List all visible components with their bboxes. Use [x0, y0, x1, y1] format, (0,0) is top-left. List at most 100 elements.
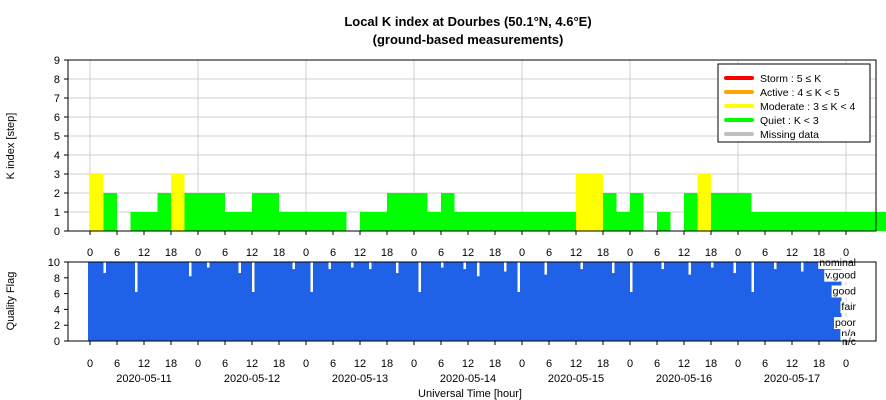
k-index-bar — [805, 212, 819, 231]
quality-flag-dip — [504, 262, 507, 272]
chart-title: Local K index at Dourbes (50.1°N, 4.6°E) — [344, 14, 591, 29]
legend: Storm : 5 ≤ K Active : 4 ≤ K < 5 Moderate … — [717, 63, 871, 143]
k-index-x-tick-label: 6 — [546, 247, 552, 259]
k-index-x-tick-label: 0 — [303, 247, 309, 259]
k-index-bar — [549, 212, 563, 231]
k-index-bar — [441, 193, 455, 231]
k-index-x-tick-label: 18 — [597, 247, 609, 259]
quality-flag-x-tick-label: 6 — [762, 358, 768, 370]
date-label: 2020-05-11 — [116, 373, 171, 385]
k-index-frame — [67, 59, 877, 232]
k-index-x-tick-label: 18 — [273, 247, 285, 259]
quality-flag-dip — [207, 262, 210, 268]
k-index-bar — [657, 212, 671, 231]
k-index-bar — [738, 193, 752, 231]
k-index-bar — [427, 212, 441, 231]
quality-flag-level-label-bg — [833, 317, 858, 330]
legend-label: Active : 4 ≤ K < 5 — [760, 87, 840, 99]
date-label: 2020-05-13 — [332, 373, 388, 385]
quality-flag-dip — [774, 262, 777, 270]
quality-flag-x-tick-label: 12 — [462, 358, 474, 370]
k-index-x-tick-label: 0 — [195, 247, 201, 259]
quality-flag-x-tick-label: 6 — [222, 358, 228, 370]
legend-label: Moderate : 3 ≤ K < 4 — [760, 101, 856, 113]
k-index-bar — [319, 212, 333, 231]
quality-flag-y-tick-label: 10 — [48, 257, 60, 269]
quality-flag-x-tick-label: 0 — [735, 358, 741, 370]
quality-flag-dip — [351, 262, 354, 268]
k-index-bar — [184, 193, 198, 231]
quality-flag-level-label-bg — [840, 336, 857, 348]
quality-flag-level-label: v.good — [825, 270, 856, 282]
quality-flag-dip — [189, 262, 192, 277]
quality-flag-x-tick-label: 12 — [354, 358, 366, 370]
k-index-y-ticks: 0 1 2 3 4 5 6 7 8 9 — [54, 55, 68, 238]
k-index-y-tick-label: 4 — [54, 150, 60, 162]
quality-flag-dip — [751, 262, 754, 293]
k-index-y-tick-label: 7 — [54, 93, 60, 105]
k-index-x-tick-label: 6 — [222, 247, 228, 259]
quality-flag-y-tick-label: 4 — [54, 304, 60, 316]
k-index-bar — [360, 212, 374, 231]
k-index-x-tick-label: 18 — [813, 247, 825, 259]
k-index-bar — [819, 212, 833, 231]
quality-flag-level-label: fair — [841, 301, 856, 313]
k-index-bar — [846, 212, 860, 231]
k-index-bar — [589, 174, 603, 231]
quality-flag-y-axis-label: Quality Flag — [5, 272, 17, 331]
k-index-bar — [603, 193, 617, 231]
k-index-bar — [832, 212, 846, 231]
k-index-x-tick-label: 12 — [354, 247, 366, 259]
k-index-y-tick-label: 8 — [54, 74, 60, 86]
k-index-bar — [225, 212, 239, 231]
k-index-x-tick-label: 0 — [519, 247, 525, 259]
k-index-x-tick-label: 12 — [246, 247, 258, 259]
quality-flag-dip — [517, 262, 520, 293]
k-index-x-tick-label: 0 — [735, 247, 741, 259]
quality-flag-x-tick-label: 6 — [654, 358, 660, 370]
k-index-x-tick-label: 12 — [678, 247, 690, 259]
quality-flag-x-tick-label: 6 — [114, 358, 120, 370]
k-index-bar — [400, 193, 414, 231]
k-index-grid — [68, 60, 876, 231]
k-index-bar — [792, 212, 806, 231]
k-index-x-tick-label: 6 — [654, 247, 660, 259]
quality-flag-x-tick-label: 18 — [489, 358, 501, 370]
quality-flag-y-tick-label: 6 — [54, 289, 60, 301]
k-index-bar — [495, 212, 509, 231]
quality-flag-dip — [661, 262, 664, 270]
quality-flag-level-label: good — [833, 285, 857, 297]
quality-flag-dip — [310, 262, 313, 293]
k-index-x-tick-label: 12 — [138, 247, 150, 259]
k-index-y-tick-label: 6 — [54, 112, 60, 124]
quality-flag-dip — [441, 262, 444, 268]
k-index-bar — [724, 193, 738, 231]
quality-flag-area — [88, 262, 842, 341]
quality-flag-x-tick-label: 6 — [438, 358, 444, 370]
quality-flag-x-tick-label: 18 — [705, 358, 717, 370]
k-index-bar — [90, 174, 104, 231]
quality-flag-x-tick-label: 18 — [813, 358, 825, 370]
quality-flag-dip — [544, 262, 547, 275]
quality-flag-dip — [418, 262, 421, 293]
k-index-x-ticks: 0 6 12 18 0 6 12 18 0 6 12 18 0 6 12 18 0 6 12 18 0 6 12 18 0 6 12… — [87, 231, 849, 259]
k-index-bar — [387, 193, 401, 231]
quality-flag-level-label: n/c — [842, 336, 856, 348]
quality-flag-x-tick-label: 0 — [87, 358, 93, 370]
quality-flag-level-label: poor — [835, 317, 857, 329]
quality-flag-dip — [396, 262, 399, 274]
k-index-bar — [306, 212, 320, 231]
k-index-bar — [684, 193, 698, 231]
quality-flag-dip — [630, 262, 633, 293]
quality-flag-dip — [688, 262, 691, 275]
k-index-bar — [535, 212, 549, 231]
k-index-y-tick-label: 9 — [54, 55, 60, 67]
quality-flag-x-tick-label: 12 — [678, 358, 690, 370]
k-index-bar — [508, 212, 522, 231]
quality-flag-level-label-bg — [824, 269, 858, 282]
k-index-bar — [778, 212, 792, 231]
date-label: 2020-05-17 — [764, 373, 820, 385]
legend-label: Quiet : K < 3 — [760, 115, 819, 127]
k-index-bar — [103, 193, 117, 231]
k-index-bar — [211, 193, 225, 231]
